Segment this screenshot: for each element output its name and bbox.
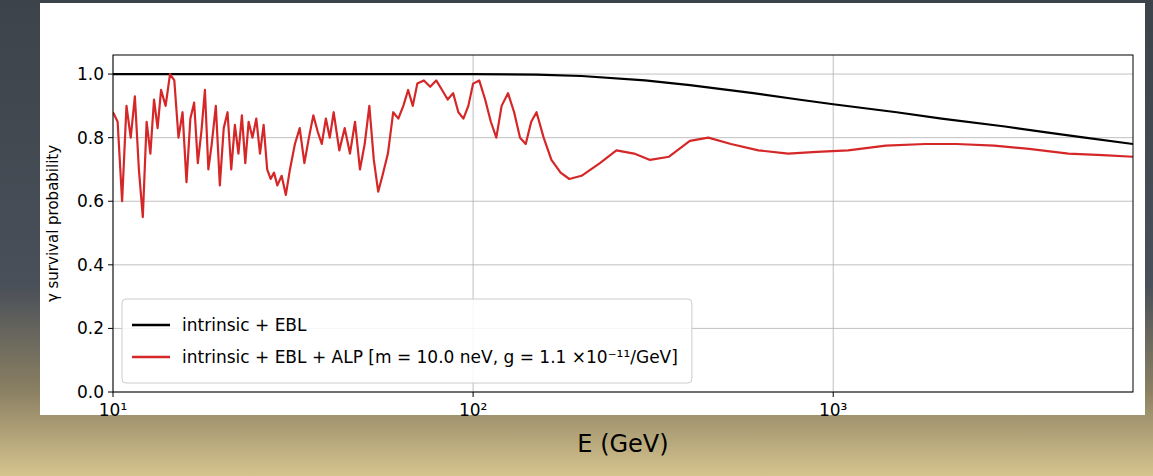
y-tick-label: 0.4 — [77, 255, 104, 275]
y-tick — [108, 74, 113, 75]
y-tick — [108, 392, 113, 393]
x-tick — [473, 392, 474, 397]
legend: intrinsic + EBL intrinsic + EBL + ALP [m … — [122, 299, 692, 383]
legend-label: intrinsic + EBL + ALP [m = 10.0 neV, g =… — [182, 347, 678, 367]
y-grid-line — [113, 201, 1133, 202]
y-tick-label: 1.0 — [77, 64, 104, 84]
y-tick — [108, 201, 113, 202]
y-tick-label: 0.6 — [77, 191, 104, 211]
x-grid-line — [833, 55, 834, 392]
y-tick — [108, 328, 113, 329]
legend-swatch — [132, 324, 170, 326]
x-tick-label: 10¹ — [99, 400, 127, 420]
ticks: 10¹ 10² 10³ 0.0 0.2 0.4 0.6 0.8 1.0 — [77, 64, 847, 420]
x-tick-label: 10² — [459, 400, 487, 420]
series-line — [113, 74, 1133, 144]
x-tick — [833, 392, 834, 397]
x-tick — [113, 392, 114, 397]
panel — [40, 3, 1145, 415]
x-tick-label: 10³ — [819, 400, 847, 420]
y-tick — [108, 137, 113, 138]
grid — [113, 55, 1133, 392]
series-group — [113, 74, 1133, 217]
legend-swatch — [132, 356, 170, 358]
y-grid-line — [113, 137, 1133, 138]
y-tick-label: 0.2 — [77, 318, 104, 338]
legend-label: intrinsic + EBL — [182, 315, 307, 335]
x-axis-title: E (GeV) — [577, 430, 668, 458]
y-tick-label: 0.8 — [77, 128, 104, 148]
y-tick-label: 0.0 — [77, 382, 104, 402]
y-grid-line — [113, 264, 1133, 265]
plot-frame — [113, 55, 1133, 392]
y-axis-title: γ survival probability — [44, 145, 62, 302]
series-line — [113, 74, 1133, 217]
legend-box — [122, 299, 692, 383]
chart: 10¹ 10² 10³ 0.0 0.2 0.4 0.6 0.8 1.0 γ survival pr… — [0, 0, 1153, 476]
y-tick — [108, 264, 113, 265]
